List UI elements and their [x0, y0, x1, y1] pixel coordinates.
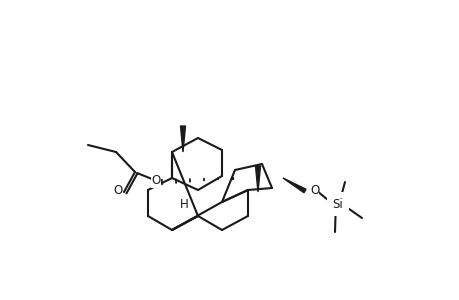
Polygon shape	[282, 178, 305, 193]
Text: O: O	[113, 184, 123, 197]
Polygon shape	[255, 166, 260, 192]
Polygon shape	[180, 126, 185, 152]
Text: Si: Si	[332, 197, 342, 211]
Text: H: H	[179, 198, 188, 211]
Text: O: O	[151, 175, 160, 188]
Text: O: O	[309, 184, 319, 196]
